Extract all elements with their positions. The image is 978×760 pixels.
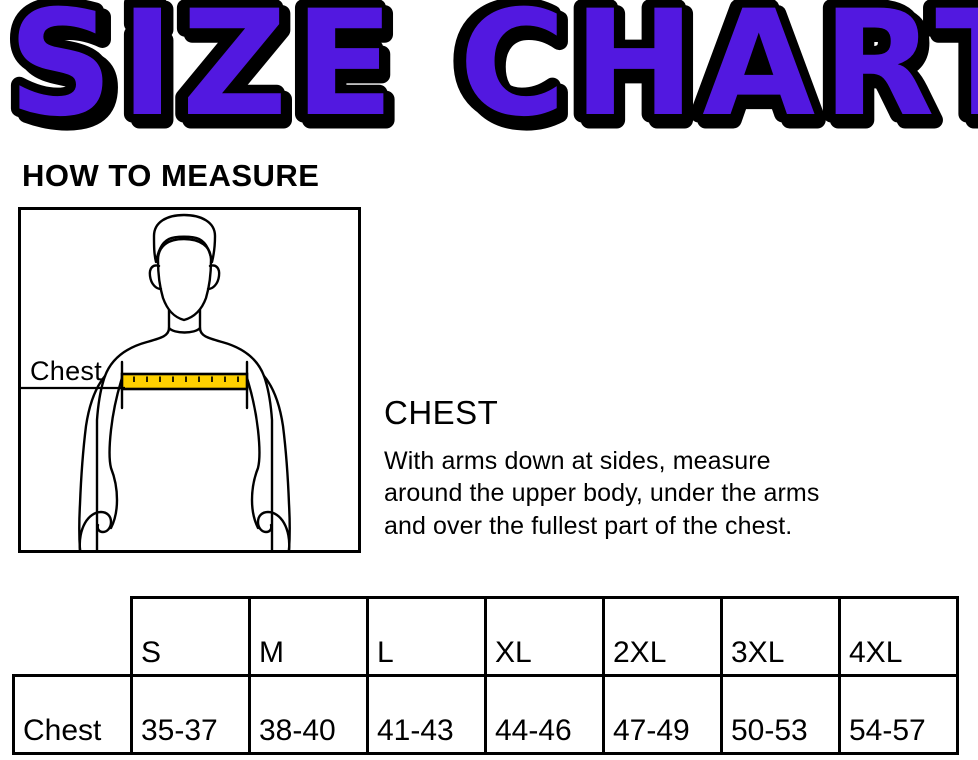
chest-description-block: CHEST With arms down at sides, measure a…	[384, 394, 964, 543]
title-shadow-text: SiZE CHART	[15, 0, 978, 144]
chest-description-heading: CHEST	[384, 394, 499, 431]
chest-value-xl: 44-46	[484, 674, 605, 755]
table-header-xl: XL	[484, 596, 605, 677]
chest-value-m: 38-40	[248, 674, 369, 755]
left-arm-outer	[78, 374, 107, 550]
chest-value-3xl: 50-53	[720, 674, 841, 755]
face-shape	[156, 237, 213, 322]
left-arm-inner	[108, 376, 124, 530]
table-row-label-chest: Chest	[12, 674, 133, 755]
chest-value-2xl: 47-49	[602, 674, 723, 755]
table-header-4xl: 4XL	[838, 596, 959, 677]
neck-base	[167, 326, 202, 334]
chest-value-s: 35-37	[130, 674, 251, 755]
table-header-2xl: 2XL	[602, 596, 723, 677]
left-torso-outline	[95, 308, 171, 550]
left-hand	[78, 510, 113, 550]
page-title: SiZE CHART SiZE CHART SIZE CHART	[0, 0, 978, 144]
left-ear	[148, 264, 163, 291]
measurement-illustration	[18, 207, 361, 553]
right-arm-outer	[262, 374, 291, 550]
table-header-row: S M L XL 2XL 3XL 4XL	[14, 596, 959, 677]
title-outline-text: SiZE CHART	[8, 0, 978, 144]
measuring-tape-icon	[120, 372, 249, 391]
right-ear	[206, 264, 221, 291]
table-row: Chest 35-37 38-40 41-43 44-46 47-49 50-5…	[12, 674, 959, 755]
title-fill-text: SIZE CHART	[8, 0, 978, 144]
chest-description-line-2: around the upper body, under the arms	[384, 479, 820, 508]
right-torso-outline	[198, 308, 274, 550]
table-header-m: M	[248, 596, 369, 677]
right-arm-inner	[245, 376, 261, 530]
chest-description-text: With arms down at sides, measure around …	[384, 445, 964, 543]
size-table: S M L XL 2XL 3XL 4XL Chest 35-37 38-40 4…	[12, 596, 959, 755]
chest-description-line-3: and over the fullest part of the chest.	[384, 511, 793, 540]
table-header-l: L	[366, 596, 487, 677]
chest-description-line-1: With arms down at sides, measure	[384, 446, 771, 475]
chest-value-4xl: 54-57	[838, 674, 959, 755]
right-hand	[256, 510, 291, 550]
table-header-3xl: 3XL	[720, 596, 841, 677]
how-to-measure-heading: HOW TO MEASURE	[22, 158, 320, 193]
chest-callout-label: Chest	[30, 356, 103, 386]
chest-value-l: 41-43	[366, 674, 487, 755]
table-corner-blank	[14, 598, 132, 676]
table-header-s: S	[130, 596, 251, 677]
